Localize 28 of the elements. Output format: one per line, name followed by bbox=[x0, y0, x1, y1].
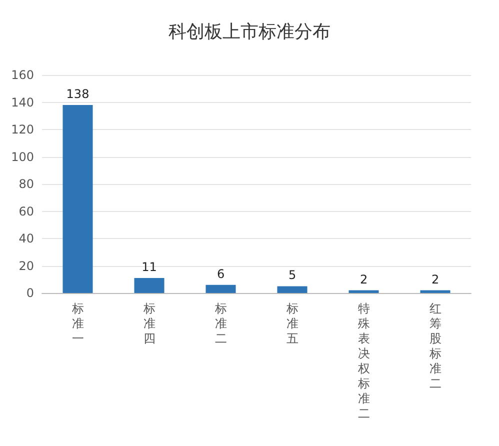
data-label: 11 bbox=[142, 260, 157, 274]
data-label: 5 bbox=[288, 268, 296, 282]
data-label: 138 bbox=[66, 86, 90, 101]
x-tick-label: 红筹股标准二 bbox=[428, 302, 442, 390]
bar bbox=[348, 290, 379, 293]
x-tick-label: 标准一 bbox=[70, 302, 84, 346]
data-label: 2 bbox=[360, 272, 368, 286]
y-tick-label: 140 bbox=[11, 95, 34, 110]
bar bbox=[277, 286, 308, 293]
y-tick-label: 120 bbox=[11, 122, 34, 136]
x-tick-label: 特殊表决权标准二 bbox=[356, 302, 370, 420]
x-tick-label: 标准四 bbox=[142, 302, 156, 346]
y-tick-label: 20 bbox=[18, 258, 34, 273]
y-tick-label: 0 bbox=[26, 286, 34, 300]
y-tick-label: 100 bbox=[11, 150, 34, 164]
y-tick-label: 40 bbox=[18, 232, 34, 246]
bar bbox=[134, 278, 164, 293]
y-tick-label: 60 bbox=[18, 204, 34, 218]
bar bbox=[206, 284, 236, 293]
bar bbox=[62, 104, 93, 293]
y-tick-label: 160 bbox=[11, 68, 34, 82]
x-tick-label: 标准五 bbox=[285, 302, 298, 346]
bar bbox=[420, 290, 450, 293]
x-tick-label: 标准二 bbox=[214, 302, 227, 346]
y-tick-label: 80 bbox=[18, 177, 34, 191]
data-label: 2 bbox=[431, 272, 440, 286]
chart-title: 科创板上市标准分布 bbox=[168, 22, 330, 42]
data-label: 6 bbox=[216, 266, 225, 281]
